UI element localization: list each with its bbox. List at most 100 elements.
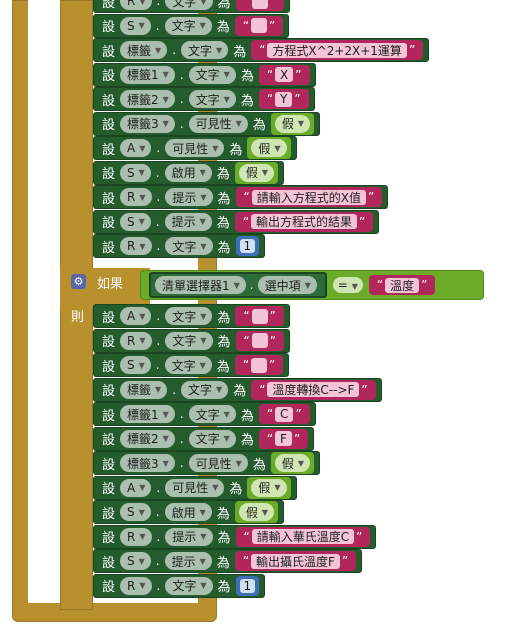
boolean-block[interactable]: 假 ▼ (234, 161, 278, 184)
text-literal-value[interactable]: 輸出方程式的結果 (251, 214, 358, 229)
number-block[interactable]: 1 (235, 575, 260, 596)
setter-block[interactable]: 設標籤2 ▼. 文字 ▼ 為 “F” (93, 426, 315, 451)
text-literal-block[interactable]: “請輸入方程式的X值” (235, 187, 383, 207)
property-dropdown[interactable]: 提示 ▼ (165, 527, 213, 546)
component-dropdown[interactable]: R ▼ (120, 0, 152, 10)
property-dropdown[interactable]: 文字 ▼ (165, 237, 213, 255)
property-dropdown[interactable]: 提示 ▼ (164, 212, 212, 231)
setter-block[interactable]: 設 R ▼. 提示 ▼ 為 “請輸入方程式的X值” (93, 185, 389, 209)
text-literal-block[interactable]: “Y” (258, 89, 309, 109)
text-literal-block[interactable]: “ 溫度 ” (368, 275, 436, 295)
component-dropdown[interactable]: S ▼ (120, 552, 151, 570)
text-literal-value[interactable]: 溫度 (385, 277, 420, 293)
setter-block[interactable]: 設 S ▼. 提示 ▼ 為 “輸出方程式的結果” (93, 209, 380, 234)
component-dropdown[interactable]: 標籤 ▼ (120, 41, 168, 59)
setter-block[interactable]: 設標籤3 ▼. 可見性 ▼ 為假 ▼ (93, 451, 320, 475)
boolean-dropdown[interactable]: 假 ▼ (274, 454, 310, 472)
setter-block[interactable]: 設 S ▼. 提示 ▼ 為 “輸出攝氏溫度F” (93, 549, 363, 573)
text-literal-block[interactable]: “溫度轉換C-->F” (251, 379, 376, 400)
setter-block[interactable]: 設 R ▼. 文字 ▼ 為 “” (93, 0, 290, 13)
component-dropdown[interactable]: R ▼ (120, 188, 152, 206)
setter-block[interactable]: 設 A ▼. 文字 ▼ 為 “” (93, 304, 290, 328)
property-dropdown[interactable]: 文字 ▼ (188, 405, 236, 423)
text-literal-block[interactable]: “請輸入華氏溫度C” (235, 526, 371, 547)
property-dropdown[interactable]: 文字 ▼ (188, 90, 236, 108)
component-dropdown[interactable]: 標籤2 ▼ (120, 429, 175, 448)
boolean-block[interactable]: 假 ▼ (270, 452, 314, 474)
component-dropdown[interactable]: 標籤1 ▼ (120, 65, 175, 84)
component-dropdown[interactable]: 標籤3 ▼ (120, 454, 175, 472)
text-literal-value[interactable] (251, 357, 268, 373)
text-literal-value[interactable]: 請輸入華氏溫度C (251, 529, 355, 544)
boolean-block[interactable]: 假 ▼ (234, 501, 278, 523)
property-dropdown[interactable]: 可見性 ▼ (165, 139, 225, 157)
property-dropdown[interactable]: 可見性 ▼ (188, 114, 248, 133)
text-literal-value[interactable]: 輸出攝氏溫度F (251, 553, 340, 569)
component-dropdown[interactable]: 標籤2 ▼ (120, 90, 175, 108)
component-dropdown[interactable]: A ▼ (120, 478, 152, 497)
text-literal-value[interactable]: 方程式X^2+2X+1運算 (267, 42, 407, 58)
setter-block[interactable]: 設標籤 ▼. 文字 ▼ 為 “溫度轉換C-->F” (93, 377, 382, 402)
setter-block[interactable]: 設 S ▼. 文字 ▼ 為 “” (93, 13, 290, 38)
setter-block[interactable]: 設標籤1 ▼. 文字 ▼ 為 “C” (93, 402, 316, 426)
property-dropdown[interactable]: 文字 ▼ (165, 331, 213, 350)
operator-dropdown[interactable]: = ▼ (332, 277, 363, 293)
property-dropdown[interactable]: 文字 ▼ (165, 576, 213, 595)
component-dropdown[interactable]: A ▼ (120, 307, 152, 325)
property-dropdown[interactable]: 提示 ▼ (165, 188, 213, 206)
component-dropdown[interactable]: S ▼ (120, 503, 151, 521)
text-literal-block[interactable]: “” (235, 306, 284, 326)
property-dropdown[interactable]: 文字 ▼ (188, 65, 236, 84)
setter-block[interactable]: 設 S ▼. 文字 ▼ 為 “” (93, 353, 290, 377)
text-literal-block[interactable]: “F” (258, 428, 309, 449)
text-literal-value[interactable] (251, 0, 268, 9)
component-dropdown[interactable]: R ▼ (120, 331, 152, 350)
text-literal-value[interactable]: 請輸入方程式的X值 (251, 189, 366, 205)
text-literal-value[interactable]: F (275, 431, 292, 446)
setter-block[interactable]: 設 R ▼. 提示 ▼ 為 “請輸入華氏溫度C” (93, 524, 377, 549)
boolean-dropdown[interactable]: 假 ▼ (251, 478, 287, 497)
property-dropdown[interactable]: 文字 ▼ (188, 429, 236, 448)
component-dropdown[interactable]: R ▼ (120, 576, 152, 595)
component-dropdown[interactable]: R ▼ (120, 237, 152, 255)
setter-block[interactable]: 設 A ▼. 可見性 ▼ 為假 ▼ (93, 136, 297, 160)
boolean-dropdown[interactable]: 假 ▼ (251, 139, 287, 157)
property-dropdown[interactable]: 文字 ▼ (164, 356, 212, 374)
property-dropdown[interactable]: 可見性 ▼ (188, 454, 248, 472)
setter-block[interactable]: 設 S ▼. 啟用 ▼ 為假 ▼ (93, 160, 284, 185)
component-dropdown[interactable]: 清單選擇器1 ▼ (155, 276, 246, 294)
setter-block[interactable]: 設 R ▼. 文字 ▼ 為 1 (93, 234, 266, 258)
setter-block[interactable]: 設 R ▼. 文字 ▼ 為 1 (93, 573, 266, 598)
text-literal-block[interactable]: “” (235, 0, 284, 11)
setter-block[interactable]: 設標籤3 ▼. 可見性 ▼ 為假 ▼ (93, 111, 320, 136)
component-dropdown[interactable]: 標籤 ▼ (120, 380, 168, 399)
text-literal-block[interactable]: “” (235, 330, 284, 351)
text-literal-value[interactable]: Y (275, 91, 293, 107)
boolean-block[interactable]: 假 ▼ (247, 137, 291, 159)
text-literal-value[interactable] (251, 333, 268, 348)
text-literal-block[interactable]: “X” (258, 64, 310, 85)
setter-block[interactable]: 設 S ▼. 啟用 ▼ 為假 ▼ (93, 500, 284, 524)
component-dropdown[interactable]: A ▼ (120, 139, 152, 157)
setter-block[interactable]: 設 A ▼. 可見性 ▼ 為假 ▼ (93, 475, 297, 500)
property-dropdown[interactable]: 提示 ▼ (164, 552, 212, 570)
boolean-block[interactable]: 假 ▼ (247, 476, 291, 499)
setter-block[interactable]: 設標籤2 ▼. 文字 ▼ 為 “Y” (93, 87, 315, 111)
component-dropdown[interactable]: R ▼ (120, 527, 152, 546)
setter-block[interactable]: 設標籤 ▼. 文字 ▼ 為 “方程式X^2+2X+1運算” (93, 38, 430, 62)
component-dropdown[interactable]: S ▼ (120, 212, 151, 231)
text-literal-block[interactable]: “C” (258, 404, 310, 424)
property-dropdown[interactable]: 啟用 ▼ (164, 503, 212, 521)
text-literal-block[interactable]: “方程式X^2+2X+1運算” (251, 40, 424, 60)
property-dropdown[interactable]: 文字 ▼ (181, 380, 229, 399)
component-dropdown[interactable]: S ▼ (120, 163, 151, 182)
text-literal-value[interactable] (251, 18, 268, 33)
boolean-dropdown[interactable]: 假 ▼ (238, 503, 274, 521)
text-literal-block[interactable]: “輸出攝氏溫度F” (234, 551, 357, 571)
text-literal-block[interactable]: “輸出方程式的結果” (234, 211, 374, 232)
number-block[interactable]: 1 (235, 236, 260, 256)
gear-icon[interactable]: ⚙ (71, 274, 86, 289)
property-dropdown[interactable]: 選中項 ▼ (257, 276, 317, 294)
component-dropdown[interactable]: S ▼ (120, 16, 151, 35)
property-dropdown[interactable]: 文字 ▼ (164, 16, 212, 35)
